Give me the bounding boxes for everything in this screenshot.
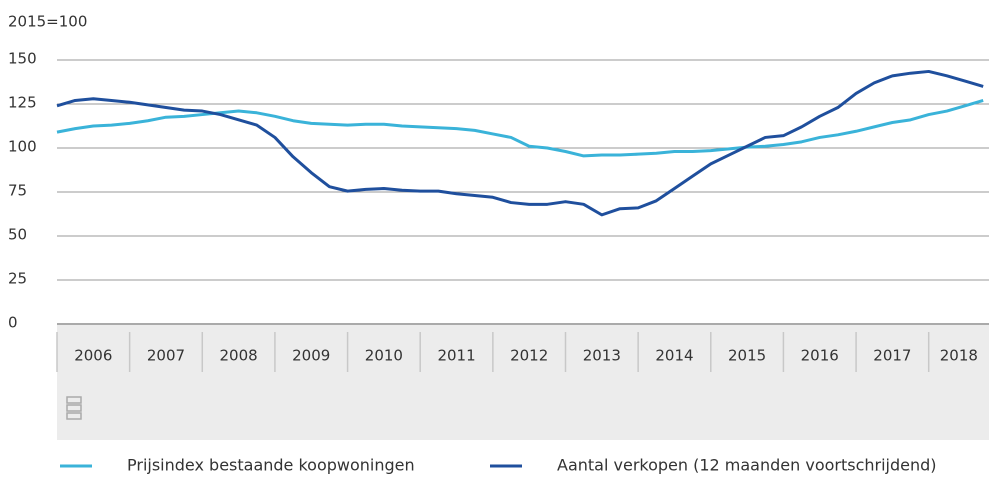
y-tick-label: 0 <box>8 314 18 332</box>
x-tick-label: 2015 <box>728 347 766 365</box>
axis-panel <box>57 325 989 440</box>
y-axis-label: 2015=100 <box>8 13 87 31</box>
y-tick-label: 125 <box>8 94 37 112</box>
x-tick-label: 2006 <box>74 347 112 365</box>
series-line <box>56 69 984 217</box>
x-tick-label: 2012 <box>510 347 548 365</box>
x-tick-label: 2007 <box>147 347 185 365</box>
y-tick-label: 150 <box>8 50 37 68</box>
x-tick-label: 2011 <box>437 347 475 365</box>
legend-label: Aantal verkopen (12 maanden voortschrijd… <box>557 456 937 475</box>
y-tick-label: 50 <box>8 226 27 244</box>
x-tick-label: 2009 <box>292 347 330 365</box>
y-tick-label: 25 <box>8 270 27 288</box>
y-tick-label: 100 <box>8 138 37 156</box>
x-tick-label: 2013 <box>583 347 621 365</box>
x-tick-label: 2016 <box>801 347 839 365</box>
y-tick-label: 75 <box>8 182 27 200</box>
x-tick-label: 2008 <box>220 347 258 365</box>
x-tick-label: 2010 <box>365 347 403 365</box>
logo <box>66 396 82 420</box>
legend-label: Prijsindex bestaande koopwoningen <box>127 456 415 475</box>
x-tick-label: 2017 <box>873 347 911 365</box>
x-tick-label: 2014 <box>655 347 693 365</box>
x-tick-label: 2018 <box>940 347 978 365</box>
